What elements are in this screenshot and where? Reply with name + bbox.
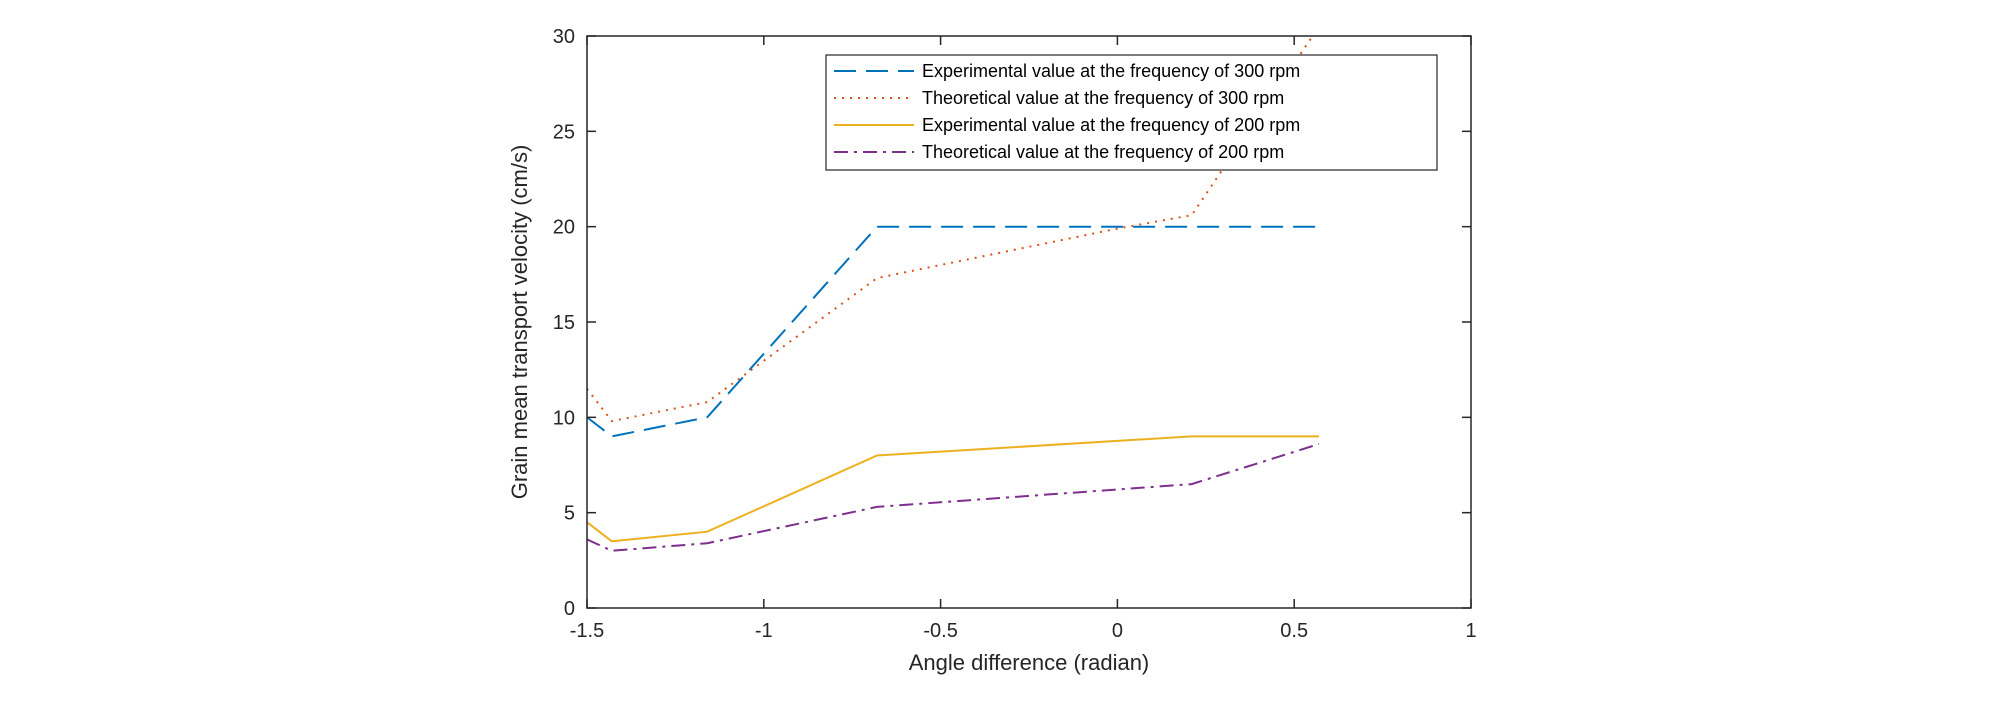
x-tick-label: -0.5 — [923, 620, 957, 642]
legend-box — [825, 54, 1438, 171]
series-layer — [587, 36, 1320, 552]
y-tick-label: 10 — [553, 407, 575, 429]
x-tick-label: -1 — [755, 620, 773, 642]
legend-label-2: Theoretical value at the frequency of 30… — [922, 88, 1284, 108]
y-tick-label: 20 — [553, 217, 575, 239]
series-line-1 — [587, 225, 1319, 438]
y-axis-title: Grain mean transport velocity (cm/s) — [507, 145, 532, 500]
y-tick-label: 5 — [564, 503, 575, 525]
legend-label-3: Experimental value at the frequency of 2… — [922, 115, 1300, 135]
series-line-2 — [587, 36, 1314, 423]
x-axis-title: Angle difference (radian) — [909, 650, 1150, 675]
x-tick-label: 0.5 — [1280, 620, 1308, 642]
x-tick-label: 0 — [1112, 620, 1123, 642]
legend: Experimental value at the frequency of 3… — [825, 54, 1438, 171]
legend-label-1: Experimental value at the frequency of 3… — [922, 61, 1300, 81]
y-tick-label: 0 — [564, 598, 575, 620]
y-tick-label: 30 — [553, 26, 575, 48]
x-tick-label: -1.5 — [570, 620, 604, 642]
y-tick-label: 15 — [553, 312, 575, 334]
series-line-4 — [587, 443, 1320, 552]
y-tick-label: 25 — [553, 121, 575, 143]
series-line-3 — [587, 435, 1319, 543]
legend-label-4: Theoretical value at the frequency of 20… — [922, 142, 1284, 162]
x-tick-label: 1 — [1465, 620, 1476, 642]
